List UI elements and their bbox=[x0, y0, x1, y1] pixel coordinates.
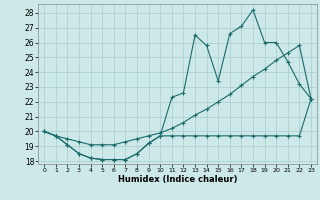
X-axis label: Humidex (Indice chaleur): Humidex (Indice chaleur) bbox=[118, 175, 237, 184]
